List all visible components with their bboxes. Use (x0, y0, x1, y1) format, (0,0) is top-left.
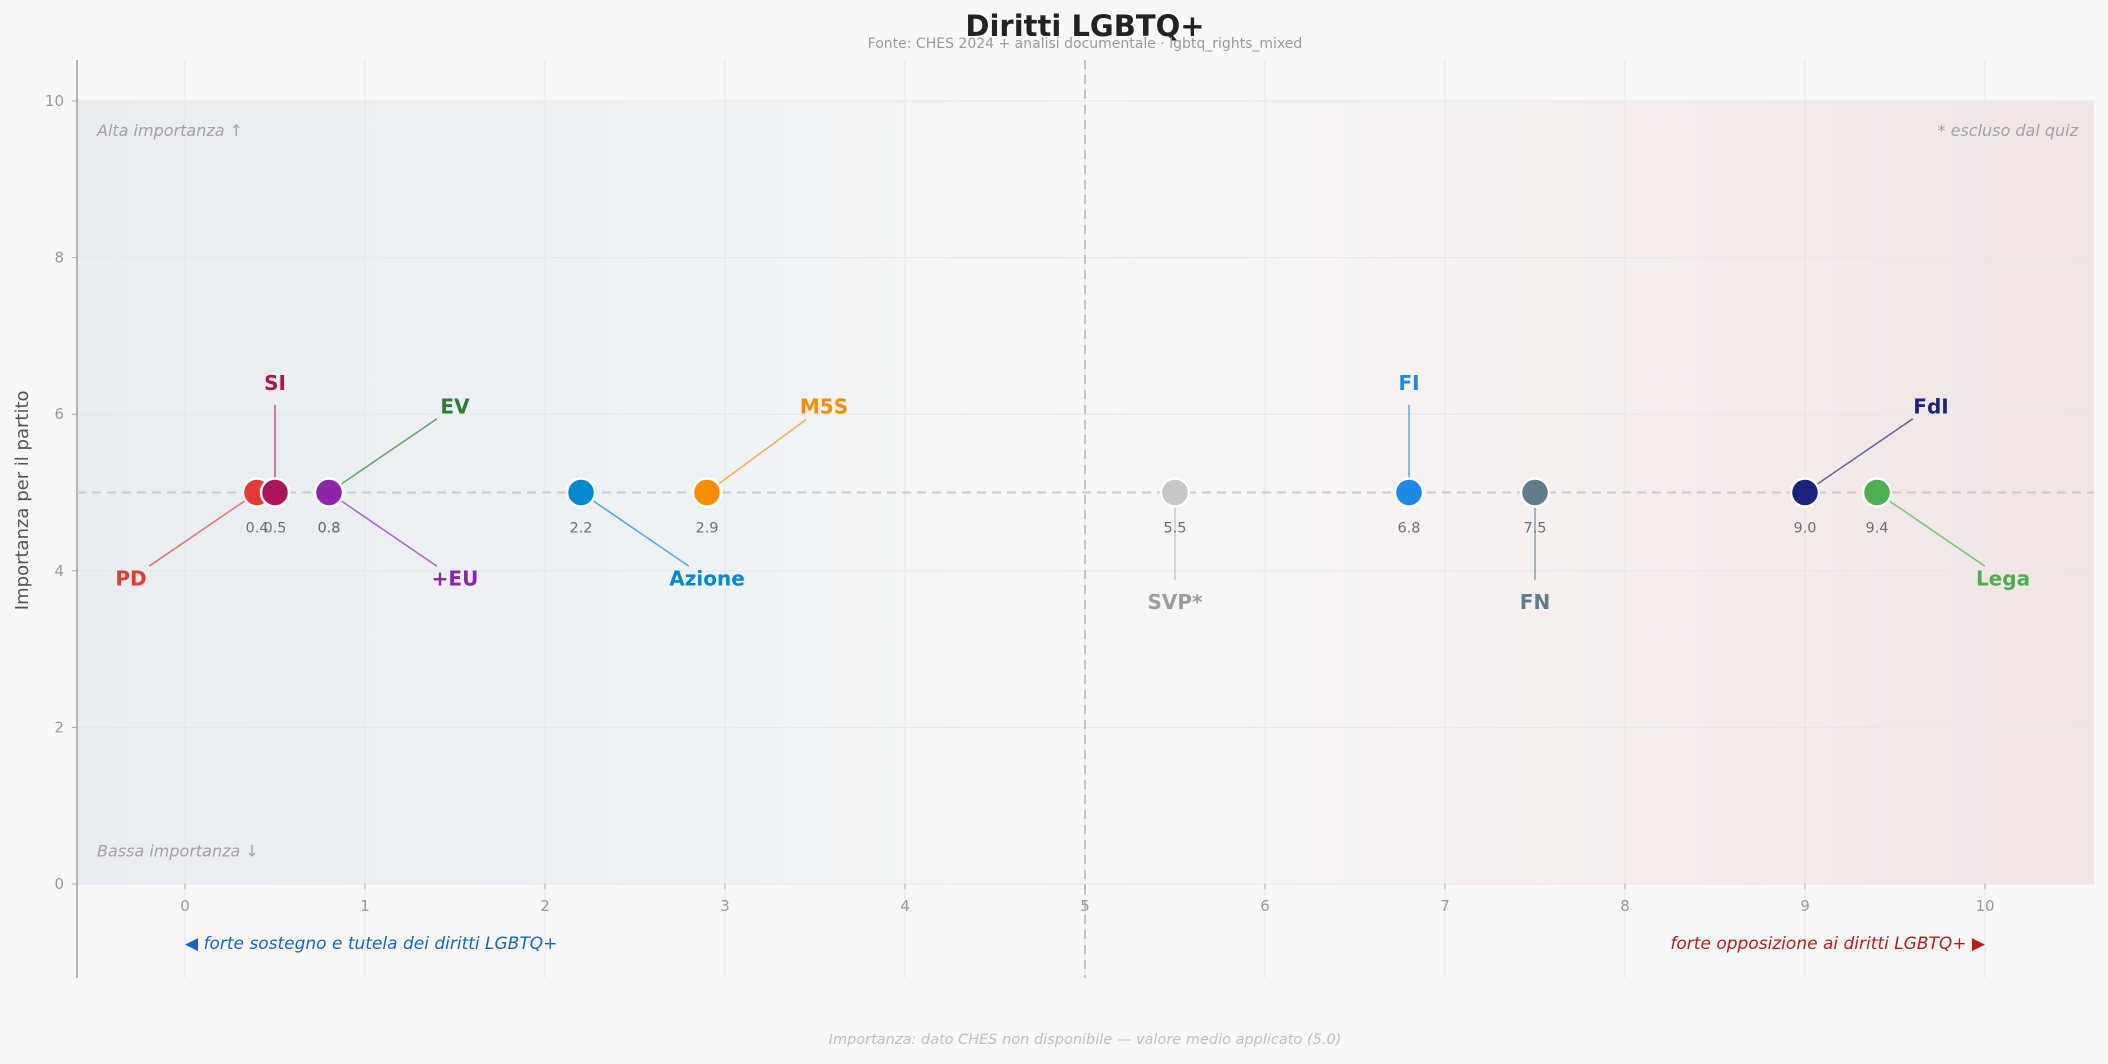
leader-line (148, 491, 258, 567)
value-label: 0.8 (317, 521, 340, 537)
value-label: 2.2 (569, 521, 592, 537)
value-label: 7.5 (1523, 521, 1546, 537)
point-svp (1159, 477, 1191, 508)
party-label: +EU (432, 567, 479, 591)
chart-subtitle: Fonte: CHES 2024 + analisi documentale ·… (868, 36, 1303, 52)
y-tick-label: 8 (54, 249, 64, 267)
x-tick-label: 5 (1080, 897, 1090, 915)
party-label: PD (115, 567, 146, 591)
point-fi (1393, 477, 1425, 508)
y-tick-label: 6 (54, 405, 64, 423)
x-tick-label: 1 (360, 897, 370, 915)
data-points: 0.40.5 0.80.8 2.2 2.9 5.5 6.8 7.5 9.0 9.4PDSIEV+… (115, 371, 2030, 614)
x-tick-label: 2 (540, 897, 550, 915)
x-tick-label: 3 (720, 897, 730, 915)
party-label: Lega (1976, 567, 2030, 591)
party-label: M5S (800, 394, 848, 418)
value-label: 9.0 (1793, 521, 1816, 537)
point-eu (313, 477, 345, 508)
party-label: Azione (669, 567, 745, 591)
x-tick-label: 8 (1620, 897, 1630, 915)
x-tick-label: 0 (180, 897, 190, 915)
point-fn (1519, 477, 1551, 508)
footnote: Importanza: dato CHES non disponibile — … (829, 1032, 1342, 1048)
value-label: 2.9 (695, 521, 718, 537)
party-label: EV (440, 394, 470, 418)
top-right-note: * escluso dal quiz (1938, 121, 2079, 140)
party-label: SI (264, 371, 286, 395)
x-tick-label: 6 (1260, 897, 1270, 915)
axes: 0 1 2 3 4 5 6 7 8 9 10 0 2 4 6 8 10 (45, 60, 2094, 978)
y-tick-label: 0 (54, 875, 64, 893)
x-tick-label: 9 (1800, 897, 1810, 915)
point-fdi (1789, 477, 1821, 508)
left-direction-annotation: ◀ forte sostegno e tutela dei diritti LG… (185, 934, 557, 954)
y-tick-label: 10 (45, 92, 64, 110)
value-label: 5.5 (1163, 521, 1186, 537)
bottom-left-note: Bassa importanza ↓ (97, 842, 259, 861)
value-label: 0.5 (263, 521, 286, 537)
value-label: 6.8 (1397, 521, 1420, 537)
point-lega (1861, 477, 1893, 508)
leader-line (328, 418, 438, 494)
right-direction-annotation: forte opposizione ai diritti LGBTQ+ ▶ (1670, 934, 1986, 954)
y-axis-label: Importanza per il partito (12, 390, 33, 610)
x-tick-label: 4 (900, 897, 910, 915)
party-label: FdI (1913, 394, 1948, 418)
point-si (259, 477, 291, 508)
leader-line (328, 491, 438, 567)
party-label: FI (1398, 371, 1419, 395)
top-left-note: Alta importanza ↑ (96, 121, 243, 140)
point-azione (565, 477, 597, 508)
leader-line (1876, 491, 1986, 567)
x-tick-label: 7 (1440, 897, 1450, 915)
value-label: 0.4 (245, 521, 268, 537)
party-label: SVP* (1148, 590, 1204, 614)
chart-title: Diritti LGBTQ+ (965, 9, 1204, 43)
leader-line (706, 418, 807, 494)
point-m5s (691, 477, 723, 508)
leader-line (580, 491, 690, 567)
y-tick-label: 4 (54, 562, 64, 580)
value-label: 0.8 (317, 521, 340, 537)
leader-line (1804, 418, 1914, 494)
y-tick-label: 2 (54, 718, 64, 736)
x-tick-label: 10 (1975, 897, 1994, 915)
party-label: FN (1520, 590, 1550, 614)
value-label: 9.4 (1865, 521, 1888, 537)
